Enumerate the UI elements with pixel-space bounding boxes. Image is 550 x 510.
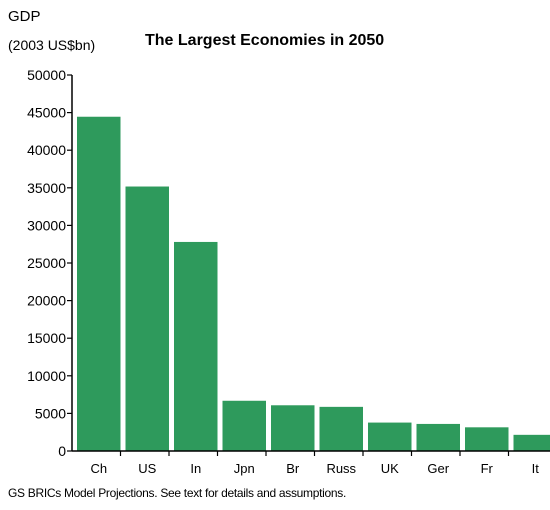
y-tick-label: 35000: [27, 180, 66, 196]
x-tick-label: US: [138, 461, 156, 476]
x-tick-label: Ger: [427, 461, 449, 476]
y-axis-label: GDP: [8, 8, 41, 25]
bar-ger: [416, 423, 460, 451]
bar-russ: [319, 406, 363, 451]
y-tick-label: 20000: [27, 293, 66, 309]
y-tick-label: 0: [58, 443, 66, 459]
y-tick-label: 10000: [27, 368, 66, 384]
y-tick-label: 5000: [35, 405, 66, 421]
y-tick-label: 50000: [27, 67, 66, 83]
x-tick-label: Ch: [90, 461, 107, 476]
x-tick-label: Russ: [326, 461, 356, 476]
chart-title: The Largest Economies in 2050: [145, 32, 385, 49]
source-note: GS BRICs Model Projections. See text for…: [8, 486, 346, 500]
bar-in: [174, 241, 218, 451]
y-tick-label: 45000: [27, 105, 66, 121]
y-tick-label: 25000: [27, 255, 66, 271]
bar-br: [271, 405, 315, 451]
x-tick-label: It: [532, 461, 540, 476]
y-tick-label: 40000: [27, 142, 66, 158]
x-tick-label: Br: [286, 461, 300, 476]
bar-uk: [368, 422, 412, 451]
y-tick-label: 30000: [27, 217, 66, 233]
x-tick-label: UK: [381, 461, 399, 476]
bar-it: [513, 434, 550, 451]
x-tick-label: Jpn: [234, 461, 255, 476]
y-tick-label: 15000: [27, 330, 66, 346]
bar-jpn: [222, 400, 266, 451]
y-axis-unit-label: (2003 US$bn): [8, 37, 96, 53]
bar-chart: 0 5000 10000 15000 20000 25000 30000 35000 40000…: [27, 67, 550, 476]
x-tick-label: In: [190, 461, 201, 476]
bar-fr: [465, 427, 509, 451]
x-tick-label: Fr: [481, 461, 494, 476]
bar-ch: [77, 116, 121, 452]
bar-us: [125, 186, 169, 451]
